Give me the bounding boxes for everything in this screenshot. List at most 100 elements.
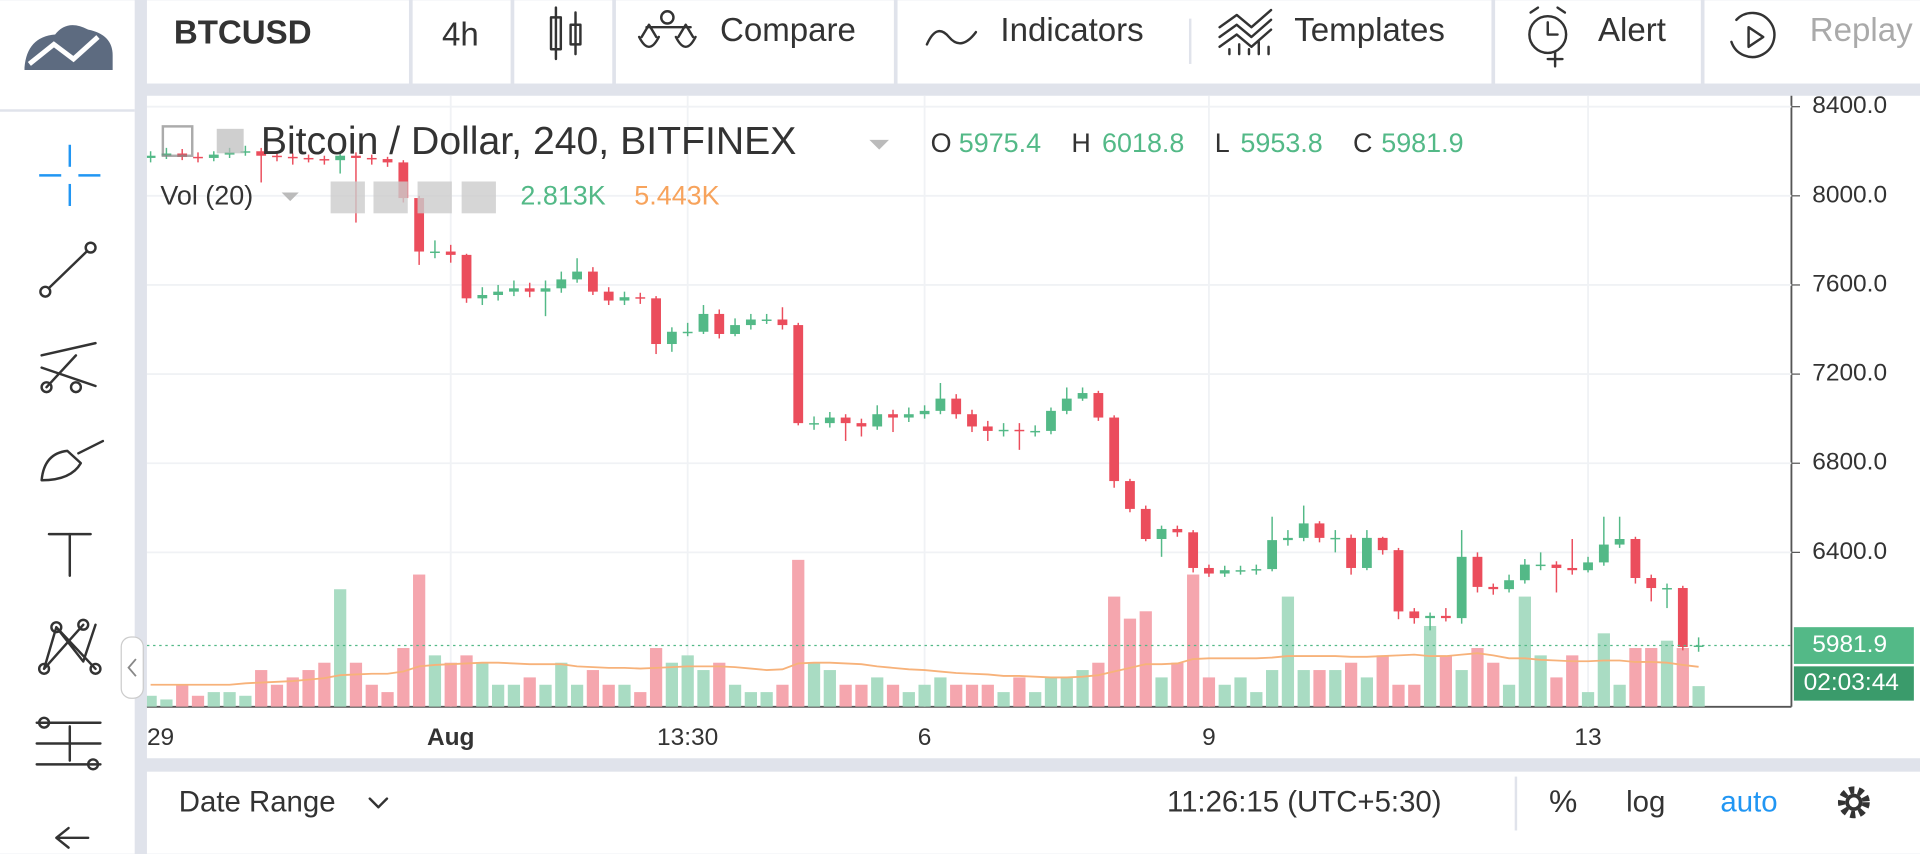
interval-box[interactable] xyxy=(412,0,511,84)
alert-box[interactable] xyxy=(1495,0,1701,84)
measure-tool[interactable] xyxy=(35,716,102,771)
candle-body xyxy=(809,423,819,425)
percent-toggle[interactable]: % xyxy=(1549,783,1577,819)
candle-body xyxy=(1267,540,1278,570)
volume-dropdown[interactable] xyxy=(281,192,299,202)
volume-bar xyxy=(1297,670,1310,707)
volume-value: 2.813K xyxy=(520,181,605,211)
settings-gear[interactable] xyxy=(1837,786,1870,819)
symbol[interactable]: BTCUSD xyxy=(174,14,312,51)
replay-button[interactable]: Replay xyxy=(1810,12,1913,49)
volume-bar xyxy=(618,684,631,707)
compare-icon[interactable] xyxy=(637,10,697,48)
volume-bar xyxy=(1392,684,1405,707)
compare-button[interactable]: Compare xyxy=(720,12,856,49)
trend-line-tool[interactable] xyxy=(39,241,97,298)
candle-body xyxy=(1314,523,1325,538)
volume-bar xyxy=(807,662,821,707)
volume-bar xyxy=(586,670,600,707)
y-tick-label: 6800.0 xyxy=(1812,449,1887,476)
fib-tool[interactable] xyxy=(40,341,97,394)
volume-bar xyxy=(1202,677,1216,707)
candle-body xyxy=(272,155,282,158)
back-arrow[interactable] xyxy=(55,826,90,849)
volume-bar xyxy=(555,662,568,707)
auto-toggle[interactable]: auto xyxy=(1720,785,1777,818)
indicators-box[interactable] xyxy=(897,0,1492,84)
candle-body xyxy=(793,325,804,424)
legend-flag[interactable] xyxy=(216,128,244,154)
candle-body xyxy=(1630,538,1641,578)
date-range-chevron xyxy=(368,797,389,809)
volume-bar xyxy=(523,677,536,707)
candle-body xyxy=(524,288,535,292)
volume-bar xyxy=(507,684,521,707)
candle-body xyxy=(1077,393,1088,399)
collapse-handle[interactable] xyxy=(120,636,144,699)
candle-body xyxy=(1030,430,1041,433)
candle-body xyxy=(303,157,314,160)
candle-body xyxy=(146,155,156,158)
volume-bar xyxy=(1234,677,1247,707)
legend-icon[interactable] xyxy=(161,125,194,157)
candle-body xyxy=(208,154,219,158)
volume-bar xyxy=(1123,618,1137,707)
low-value: 5953.8 xyxy=(1240,128,1322,158)
candle-body xyxy=(1093,393,1104,418)
volume-bar xyxy=(997,692,1010,707)
alert-button[interactable]: Alert xyxy=(1598,12,1666,49)
logo[interactable] xyxy=(24,25,113,71)
replay-icon[interactable] xyxy=(1730,11,1776,59)
volume-bar xyxy=(728,684,742,707)
candle-body xyxy=(856,423,867,427)
candle-body xyxy=(477,294,488,299)
templates-icon[interactable] xyxy=(1218,8,1273,56)
candle-body xyxy=(382,159,393,163)
volume-bar xyxy=(381,692,394,707)
indicators-button[interactable]: Indicators xyxy=(1000,12,1143,49)
candle-icon[interactable] xyxy=(549,6,582,61)
candle-body xyxy=(588,271,598,292)
candle-body xyxy=(351,155,361,158)
log-toggle[interactable]: log xyxy=(1626,785,1665,818)
symbol-box[interactable] xyxy=(146,0,409,84)
date-range-button[interactable]: Date Range xyxy=(179,785,336,818)
volume-bar xyxy=(839,684,852,707)
templates-button[interactable]: Templates xyxy=(1294,12,1445,49)
replay-box[interactable] xyxy=(1704,0,1920,84)
candle-body xyxy=(398,162,409,199)
indicators-icon[interactable] xyxy=(925,29,978,46)
candle-body xyxy=(366,157,377,160)
volume-bar xyxy=(760,692,773,707)
volume-bar xyxy=(428,655,442,707)
candle-body xyxy=(1693,645,1704,648)
candle-body xyxy=(840,417,851,424)
candle-body xyxy=(493,291,504,295)
volume-bar xyxy=(1092,662,1105,707)
interval[interactable]: 4h xyxy=(442,17,479,54)
volume-bar xyxy=(286,677,299,707)
pattern-tool[interactable] xyxy=(37,618,102,675)
brush-tool[interactable] xyxy=(40,439,105,482)
candle-body xyxy=(1377,537,1388,551)
alert-icon[interactable] xyxy=(1528,6,1568,68)
high-value: 6018.8 xyxy=(1102,128,1184,158)
volume-controls[interactable] xyxy=(330,181,496,214)
volume-bar xyxy=(444,662,457,707)
crosshair-tool[interactable] xyxy=(39,144,101,206)
chart-type-box[interactable] xyxy=(514,0,613,84)
volume-bar xyxy=(823,670,836,707)
volume-bar xyxy=(1676,648,1689,707)
candle-body xyxy=(1677,588,1688,647)
volume-bar xyxy=(270,684,284,707)
volume-bar xyxy=(1581,692,1595,707)
volume-bar xyxy=(1013,677,1026,707)
candle-body xyxy=(414,198,425,252)
candle-body xyxy=(1298,523,1309,538)
candle-body xyxy=(1204,567,1214,574)
volume-bar xyxy=(570,684,584,707)
title-dropdown[interactable] xyxy=(869,139,889,150)
text-tool[interactable] xyxy=(47,532,92,577)
volume-bar xyxy=(255,670,268,707)
